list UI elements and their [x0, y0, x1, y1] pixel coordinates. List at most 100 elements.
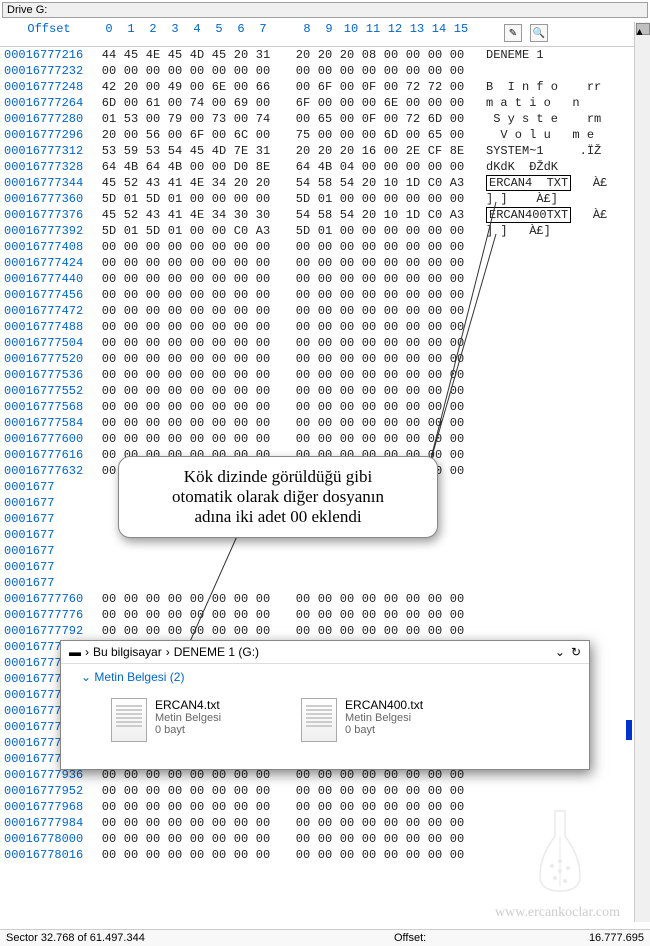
hex-bytes: 200056006F006C00750000006D006500	[98, 127, 468, 143]
hex-row[interactable]: 0001677750400000000000000000000000000000…	[0, 335, 650, 351]
hex-row[interactable]: 00016777328644B644B0000D08E644B040000000…	[0, 159, 650, 175]
offset-value: 00016777456	[0, 287, 98, 303]
ascii-text	[468, 463, 486, 479]
offset-value: 00016778000	[0, 831, 98, 847]
ascii-text	[468, 783, 486, 799]
offset-value: 00016777280	[0, 111, 98, 127]
explorer-breadcrumb[interactable]: ▬ › Bu bilgisayar › DENEME 1 (G:)	[69, 645, 555, 659]
ascii-text	[468, 319, 486, 335]
hex-bytes: 5D015D010000C0A35D01000000000000	[98, 223, 468, 239]
hex-row[interactable]: 0001677758400000000000000000000000000000…	[0, 415, 650, 431]
dropdown-icon[interactable]: ⌄	[555, 645, 565, 659]
ascii-text	[468, 415, 486, 431]
offset-value: 00016777232	[0, 63, 98, 79]
file-name: ERCAN4.txt	[155, 698, 221, 712]
file-item[interactable]: ERCAN4.txt Metin Belgesi 0 bayt	[111, 698, 221, 742]
offset-value: 00016777440	[0, 271, 98, 287]
hex-row[interactable]: 0001677	[0, 559, 650, 575]
ascii-text	[98, 479, 116, 495]
hex-row[interactable]: 0001677745600000000000000000000000000000…	[0, 287, 650, 303]
hex-row[interactable]: 000167772646D006100740069006F0000006E000…	[0, 95, 650, 111]
hex-bytes: 00000000000000000000000000000000	[98, 815, 468, 831]
explorer-header: ▬ › Bu bilgisayar › DENEME 1 (G:) ⌄ ↻	[61, 641, 589, 664]
hex-row[interactable]: 0001677742400000000000000000000000000000…	[0, 255, 650, 271]
text-file-icon	[301, 698, 337, 742]
hex-bytes: 00000000000000000000000000000000	[98, 783, 468, 799]
chevron-down-icon: ⌄	[81, 670, 91, 684]
hex-bytes: 00000000000000000000000000000000	[98, 351, 468, 367]
hex-row[interactable]: 0001677731253595354454D7E3120202016002EC…	[0, 143, 650, 159]
hex-row[interactable]: 0001677748800000000000000000000000000000…	[0, 319, 650, 335]
offset-value: 00016778016	[0, 847, 98, 863]
text-file-icon	[111, 698, 147, 742]
hex-bytes: 00000000000000000000000000000000	[98, 607, 468, 623]
tool-icon-2[interactable]: 🔍	[530, 24, 548, 42]
ascii-text	[468, 591, 486, 607]
breadcrumb-2[interactable]: DENEME 1 (G:)	[174, 645, 259, 659]
hex-row[interactable]: 00016777344455243414E34202054585420101DC…	[0, 175, 650, 191]
scroll-up-button[interactable]: ▴	[636, 23, 650, 35]
ascii-text	[468, 447, 486, 463]
offset-value: 00016777568	[0, 399, 98, 415]
tool-icon-1[interactable]: ✎	[504, 24, 522, 42]
offset-value: 00016777952	[0, 783, 98, 799]
toolbar-icons: ✎ 🔍	[502, 22, 550, 44]
hex-row[interactable]: 000167773925D015D010000C0A35D01000000000…	[0, 223, 650, 239]
file-group-header[interactable]: ⌄ Metin Belgesi (2)	[61, 664, 589, 690]
callout-line2: otomatik olarak diğer dosyanın	[133, 487, 423, 507]
file-item[interactable]: ERCAN400.txt Metin Belgesi 0 bayt	[301, 698, 423, 742]
hex-header-row: Offset 0123456789101112131415 ✎ 🔍	[0, 20, 650, 47]
hex-row[interactable]: 00016777376455243414E34303054585420101DC…	[0, 207, 650, 223]
hex-row[interactable]: 0001677779200000000000000000000000000000…	[0, 623, 650, 639]
watermark-text: www.ercankoclar.com	[495, 905, 620, 921]
hex-row[interactable]: 0001677	[0, 575, 650, 591]
hex-bytes: 00000000000000000000000000000000	[98, 399, 468, 415]
hex-bytes: 00000000000000000000000000000000	[98, 623, 468, 639]
ascii-text	[468, 847, 486, 863]
offset-value: 00016777616	[0, 447, 98, 463]
offset-value: 00016777376	[0, 207, 98, 223]
ascii-text	[468, 799, 486, 815]
ascii-text	[468, 63, 486, 79]
hex-row[interactable]: 0001677753600000000000000000000000000000…	[0, 367, 650, 383]
hex-bytes: 00000000000000000000000000000000	[98, 431, 468, 447]
vertical-scrollbar[interactable]: ▴	[634, 22, 650, 922]
hex-row[interactable]: 0001677755200000000000000000000000000000…	[0, 383, 650, 399]
hex-bytes: 00000000000000000000000000000000	[98, 303, 468, 319]
offset-value: 00016777264	[0, 95, 98, 111]
drive-icon: ▬	[69, 645, 81, 659]
hex-row[interactable]: 0001677728001530079007300740065000F00726…	[0, 111, 650, 127]
offset-value: 00016777328	[0, 159, 98, 175]
hex-row[interactable]: 0001677723200000000000000000000000000000…	[0, 63, 650, 79]
offset-value: 00016777632	[0, 463, 98, 479]
hex-row[interactable]: 0001677747200000000000000000000000000000…	[0, 303, 650, 319]
file-name: ERCAN400.txt	[345, 698, 423, 712]
hex-row[interactable]: 0001677	[0, 543, 650, 559]
hex-row[interactable]: 0001677744000000000000000000000000000000…	[0, 271, 650, 287]
hex-row[interactable]: 0001677795200000000000000000000000000000…	[0, 783, 650, 799]
hex-row[interactable]: 0001677777600000000000000000000000000000…	[0, 607, 650, 623]
hex-row[interactable]: 000167773605D015D01000000005D01000000000…	[0, 191, 650, 207]
offset-value: 00016777488	[0, 319, 98, 335]
ascii-text: m a t i o n	[468, 95, 580, 111]
hex-row[interactable]: 0001677756800000000000000000000000000000…	[0, 399, 650, 415]
breadcrumb-1[interactable]: Bu bilgisayar	[93, 645, 162, 659]
offset-value: 00016777360	[0, 191, 98, 207]
hex-row[interactable]: 0001677760000000000000000000000000000000…	[0, 431, 650, 447]
hex-row[interactable]: 0001677776000000000000000000000000000000…	[0, 591, 650, 607]
refresh-icon[interactable]: ↻	[571, 645, 581, 659]
ascii-text: ] ] À£]	[468, 191, 558, 207]
ascii-text	[468, 287, 486, 303]
ascii-text: SYSTEM~1 .ÏŽ	[468, 143, 601, 159]
hex-bytes: 00000000000000000000000000000000	[98, 319, 468, 335]
hex-bytes: 00000000000000000000000000000000	[98, 63, 468, 79]
ascii-text	[468, 367, 486, 383]
offset-value: 00016777248	[0, 79, 98, 95]
hex-bytes: 42200049006E0066006F000F00727200	[98, 79, 468, 95]
hex-row[interactable]: 0001677721644454E454D4520312020200800000…	[0, 47, 650, 63]
hex-bytes: 00000000000000000000000000000000	[98, 799, 468, 815]
hex-row[interactable]: 0001677752000000000000000000000000000000…	[0, 351, 650, 367]
hex-row[interactable]: 00016777296200056006F006C00750000006D006…	[0, 127, 650, 143]
hex-row[interactable]: 0001677724842200049006E0066006F000F00727…	[0, 79, 650, 95]
hex-row[interactable]: 0001677740800000000000000000000000000000…	[0, 239, 650, 255]
